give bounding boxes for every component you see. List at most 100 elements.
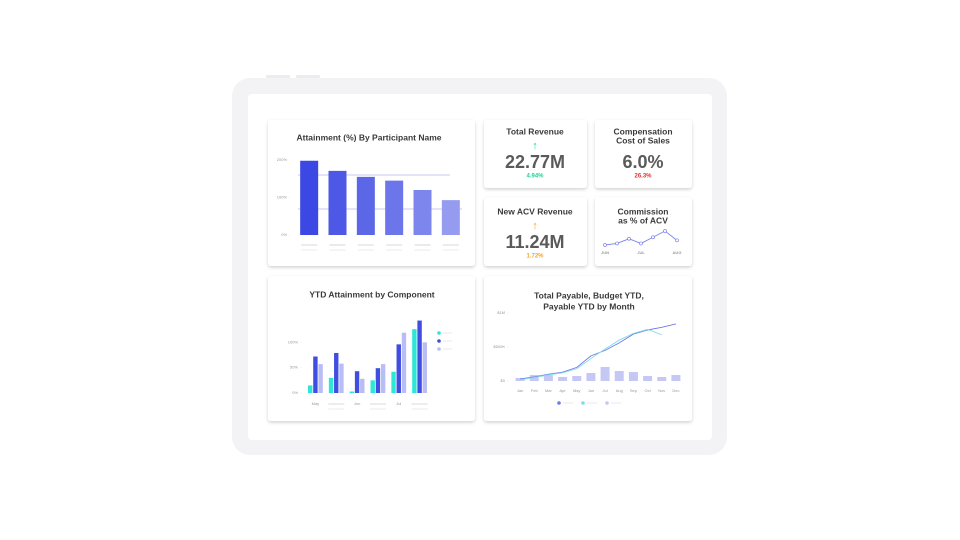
point bbox=[615, 241, 619, 246]
y-tick-label: 100% bbox=[288, 339, 299, 344]
y-tick-label: 0% bbox=[292, 390, 298, 395]
bar bbox=[349, 391, 355, 393]
bar bbox=[614, 371, 624, 381]
chart-title: Attainment (%) By Participant Name bbox=[297, 132, 442, 142]
bar bbox=[586, 372, 596, 381]
legend-dot bbox=[437, 347, 441, 351]
kpi-value: 6.0% bbox=[622, 152, 663, 172]
point bbox=[675, 238, 679, 243]
y-tick-label: 100% bbox=[277, 195, 288, 200]
legend-dot bbox=[581, 401, 585, 405]
bar bbox=[370, 380, 375, 393]
bar bbox=[422, 342, 427, 393]
card bbox=[595, 197, 692, 266]
bar bbox=[671, 375, 681, 381]
bar bbox=[356, 176, 375, 235]
bar bbox=[375, 368, 381, 393]
legend-dot bbox=[605, 401, 609, 405]
kpi-arrow: ↑ bbox=[532, 220, 538, 232]
kpi-title: Cost of Sales bbox=[616, 135, 670, 145]
x-tick-label: Jul bbox=[603, 388, 608, 393]
bar bbox=[441, 200, 460, 235]
kpi-change: 26.3% bbox=[634, 174, 652, 180]
point bbox=[651, 235, 655, 240]
bar bbox=[339, 363, 344, 393]
kpi-arrow: ↑ bbox=[532, 140, 538, 152]
chart-title: Commission bbox=[617, 206, 668, 216]
point bbox=[663, 229, 667, 233]
bar bbox=[313, 356, 318, 393]
bar bbox=[318, 364, 323, 393]
y-tick-label: $500K bbox=[493, 344, 505, 349]
y-tick-label: 50% bbox=[290, 365, 298, 370]
kpi-change: 1.72% bbox=[526, 254, 544, 260]
x-tick-label: JUN bbox=[601, 250, 609, 255]
card bbox=[484, 276, 692, 421]
kpi-change: 4.94% bbox=[526, 174, 544, 180]
y-tick-label: 0% bbox=[281, 232, 287, 237]
bar bbox=[308, 385, 313, 393]
bar bbox=[396, 344, 401, 393]
bar bbox=[600, 366, 610, 381]
legend-dot bbox=[557, 401, 561, 405]
x-tick-label: Aug bbox=[616, 388, 623, 393]
point bbox=[627, 236, 631, 241]
bar bbox=[385, 180, 404, 235]
legend-dot bbox=[437, 339, 441, 343]
x-tick-label: Sep bbox=[630, 388, 638, 393]
legend-dot bbox=[437, 331, 441, 335]
x-tick-label: Dec bbox=[672, 388, 679, 393]
card bbox=[484, 120, 587, 188]
x-tick-label: Mar bbox=[545, 388, 553, 393]
bar bbox=[401, 332, 407, 393]
x-tick-label: JUL bbox=[637, 250, 645, 255]
x-tick-label: Nov bbox=[658, 388, 665, 393]
card bbox=[484, 197, 587, 266]
x-tick-label: Feb bbox=[531, 388, 539, 393]
bar bbox=[643, 375, 653, 381]
line bbox=[520, 328, 662, 381]
bar bbox=[328, 170, 347, 235]
bar bbox=[628, 372, 638, 381]
bar bbox=[391, 371, 396, 393]
bar bbox=[412, 329, 417, 393]
bar bbox=[380, 364, 386, 393]
point bbox=[639, 241, 643, 246]
bar bbox=[558, 376, 568, 381]
x-tick-label: May bbox=[573, 388, 581, 393]
bar bbox=[300, 160, 319, 235]
bar bbox=[572, 375, 582, 381]
kpi-value: 22.77M bbox=[505, 152, 565, 172]
point bbox=[603, 243, 607, 247]
kpi-title: New ACV Revenue bbox=[497, 206, 573, 216]
bar bbox=[543, 375, 553, 381]
y-tick-label: $0 bbox=[501, 378, 506, 383]
x-tick-label: Jun bbox=[354, 401, 360, 406]
x-tick-label: AUG bbox=[673, 250, 682, 255]
x-tick-label: Jul bbox=[396, 401, 401, 406]
bar bbox=[413, 190, 432, 235]
x-tick-label: May bbox=[312, 401, 320, 406]
x-tick-label: Apr bbox=[559, 388, 566, 393]
x-tick-label: Jan bbox=[517, 388, 523, 393]
bar bbox=[417, 320, 422, 393]
y-tick-label: $1M bbox=[497, 310, 505, 315]
kpi-title: Total Revenue bbox=[506, 126, 564, 136]
kpi-title: Compensation bbox=[613, 126, 672, 136]
chart-title: YTD Attainment by Component bbox=[309, 289, 434, 299]
tablet-button bbox=[296, 75, 320, 78]
chart-title: Payable YTD by Month bbox=[543, 301, 634, 311]
y-tick-label: 200% bbox=[277, 157, 288, 162]
bar bbox=[354, 371, 360, 393]
bar bbox=[360, 378, 365, 393]
bar bbox=[328, 377, 334, 393]
line bbox=[520, 323, 677, 380]
card bbox=[595, 120, 692, 188]
x-tick-label: Jun bbox=[588, 388, 594, 393]
chart-title: Total Payable, Budget YTD, bbox=[534, 290, 644, 300]
x-tick-label: Oct bbox=[644, 388, 651, 393]
chart-title: as % of ACV bbox=[618, 215, 668, 225]
bar bbox=[657, 376, 667, 381]
kpi-value: 11.24M bbox=[505, 232, 564, 252]
